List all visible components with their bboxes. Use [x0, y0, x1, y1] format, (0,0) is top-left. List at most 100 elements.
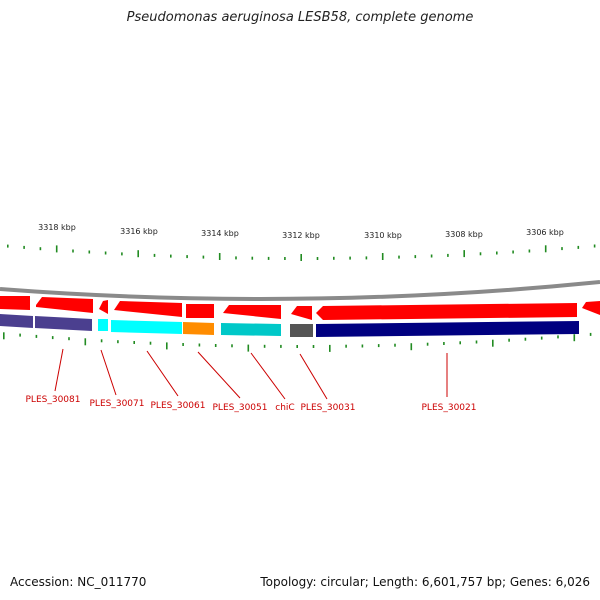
gene-forward — [186, 304, 214, 318]
leader-line — [146, 350, 179, 397]
inner-tick — [345, 344, 347, 348]
scale-label: 3314 kbp — [201, 229, 239, 238]
inner-tick — [100, 339, 103, 343]
inner-tick — [426, 342, 429, 346]
inner-tick — [492, 339, 494, 347]
outer-tick — [153, 253, 156, 257]
genome-title: Pseudomonas aeruginosa LESB58, complete … — [126, 10, 474, 25]
gene-labels: PLES_30081 PLES_30071 PLES_30061 PLES_30… — [26, 395, 477, 413]
gene-label: PLES_30021 — [422, 403, 477, 413]
inner-tick — [361, 344, 364, 348]
gene-forward — [291, 306, 312, 320]
gene-forward — [99, 300, 108, 314]
forward-strand — [0, 296, 600, 320]
inner-tick — [84, 338, 87, 346]
inner-tick — [231, 344, 233, 348]
scale-label: 3316 kbp — [120, 227, 158, 236]
inner-tick — [329, 344, 331, 352]
gene-reverse — [221, 323, 281, 336]
inner-tick — [198, 343, 201, 347]
inner-tick — [68, 337, 70, 341]
gene-forward — [316, 303, 577, 320]
outer-tick — [218, 253, 221, 260]
inner-tick — [573, 334, 576, 342]
outer-tick — [414, 255, 417, 259]
inner-tick — [410, 343, 413, 351]
outer-tick — [137, 250, 139, 258]
label-leaders — [54, 348, 448, 400]
inner-tick — [19, 333, 21, 337]
inner-tick — [508, 338, 510, 342]
outer-tick — [251, 256, 254, 260]
outer-tick — [544, 245, 547, 253]
gene-reverse — [183, 322, 214, 335]
leader-line — [197, 351, 241, 399]
outer-tick — [267, 256, 270, 260]
gene-reverse — [35, 316, 92, 331]
outer-tick — [235, 256, 237, 260]
leader-line — [100, 349, 117, 396]
leader-line — [250, 352, 286, 400]
outer-tick — [512, 250, 514, 254]
outer-tick — [593, 244, 596, 248]
outer-tick — [398, 255, 400, 259]
inner-tick — [133, 341, 135, 344]
genome-summary-text: Topology: circular; Length: 6,601,757 bp… — [260, 575, 590, 589]
gene-label: PLES_30071 — [90, 399, 145, 409]
reverse-strand — [0, 314, 579, 337]
outer-tick — [561, 247, 563, 251]
gene-label: PLES_30051 — [213, 403, 268, 413]
outer-tick — [121, 252, 123, 256]
gene-label: PLES_30081 — [26, 395, 81, 405]
inner-tick — [3, 332, 5, 340]
outer-tick — [349, 256, 351, 260]
outer-tick — [333, 256, 335, 260]
outer-tick — [381, 253, 384, 260]
outer-tick — [316, 257, 319, 260]
scale-labels: 3318 kbp 3316 kbp 3314 kbp 3312 kbp 3310… — [38, 223, 564, 240]
gene-label: chiC — [275, 403, 294, 413]
scale-label: 3306 kbp — [526, 228, 564, 237]
outer-tick — [23, 245, 25, 249]
inner-tick — [247, 344, 250, 352]
leader-line — [299, 353, 328, 400]
inner-tick — [166, 342, 168, 350]
inner-tick — [296, 345, 298, 348]
outer-tick — [300, 254, 302, 261]
inner-tick — [214, 344, 217, 347]
inner-tick — [394, 343, 396, 347]
inner-tick — [475, 340, 478, 344]
outer-tick — [104, 251, 107, 255]
inner-tick — [377, 344, 380, 348]
inner-tick — [524, 337, 527, 341]
inner-tick — [51, 336, 54, 340]
scale-label: 3318 kbp — [38, 223, 76, 232]
outer-tick — [170, 254, 172, 258]
gene-forward — [223, 305, 281, 319]
outer-tick — [430, 254, 433, 258]
inner-tick — [263, 344, 266, 348]
outer-tick-row — [7, 244, 596, 261]
gene-reverse — [98, 319, 108, 331]
inner-tick — [443, 342, 445, 345]
outer-tick — [7, 244, 9, 248]
outer-tick — [577, 245, 580, 249]
outer-tick — [72, 249, 74, 253]
scale-label: 3312 kbp — [282, 231, 320, 240]
backbone-arc — [0, 280, 600, 301]
outer-tick — [186, 255, 188, 259]
outer-tick — [88, 250, 91, 254]
inner-tick — [149, 341, 152, 345]
gene-reverse — [316, 321, 579, 337]
inner-tick — [459, 341, 461, 345]
scale-label: 3310 kbp — [364, 231, 402, 240]
outer-tick — [528, 249, 531, 253]
leader-line — [54, 348, 64, 392]
gene-label: PLES_30031 — [301, 403, 356, 413]
inner-tick-row — [3, 332, 592, 352]
outer-tick — [39, 247, 42, 251]
accession-text: Accession: NC_011770 — [10, 575, 147, 589]
outer-tick — [447, 253, 449, 257]
outer-tick — [479, 252, 482, 256]
